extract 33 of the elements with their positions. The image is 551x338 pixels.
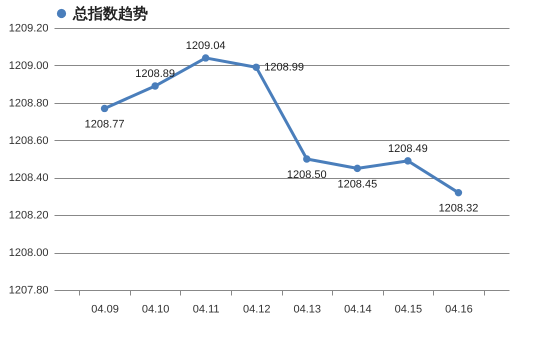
point — [354, 164, 362, 172]
point — [100, 104, 108, 112]
x-tick-label: 04.14 — [344, 304, 372, 316]
x-tick-label: 04.13 — [294, 304, 322, 316]
data-label: 1208.99 — [264, 61, 304, 74]
y-tick-label: 1208.40 — [8, 172, 48, 184]
data-label: 1208.49 — [388, 142, 428, 155]
y-tick-label: 1208.60 — [8, 134, 48, 147]
data-label: 1208.77 — [84, 118, 124, 130]
data-label: 1208.32 — [438, 202, 478, 215]
data-label: 1208.45 — [337, 178, 378, 190]
point — [404, 157, 412, 165]
x-tick-label: 04.12 — [242, 304, 270, 316]
data-label: 1208.89 — [135, 68, 175, 80]
y-tick-label: 1209.20 — [8, 22, 48, 34]
x-tick-label: 04.16 — [445, 304, 473, 316]
point — [454, 188, 462, 196]
data-label: 1208.50 — [286, 169, 327, 181]
point — [202, 54, 210, 62]
x-tick-label: 04.11 — [192, 304, 220, 316]
y-tick-label: 1207.80 — [8, 284, 48, 296]
x-tick-label: 04.10 — [142, 304, 170, 316]
y-tick-label: 1208.20 — [8, 210, 48, 222]
y-tick-label: 1209.00 — [8, 60, 48, 72]
point — [151, 82, 159, 90]
point — [252, 64, 260, 71]
x-tick-label: 04.15 — [394, 304, 422, 316]
data-label: 1209.04 — [186, 40, 226, 52]
y-tick-label: 1208.00 — [8, 247, 48, 260]
point — [303, 155, 310, 163]
x-tick-label: 04.09 — [91, 304, 119, 316]
legend-label: 总指数趋势 — [72, 6, 148, 22]
y-tick-label: 1208.80 — [8, 97, 48, 110]
